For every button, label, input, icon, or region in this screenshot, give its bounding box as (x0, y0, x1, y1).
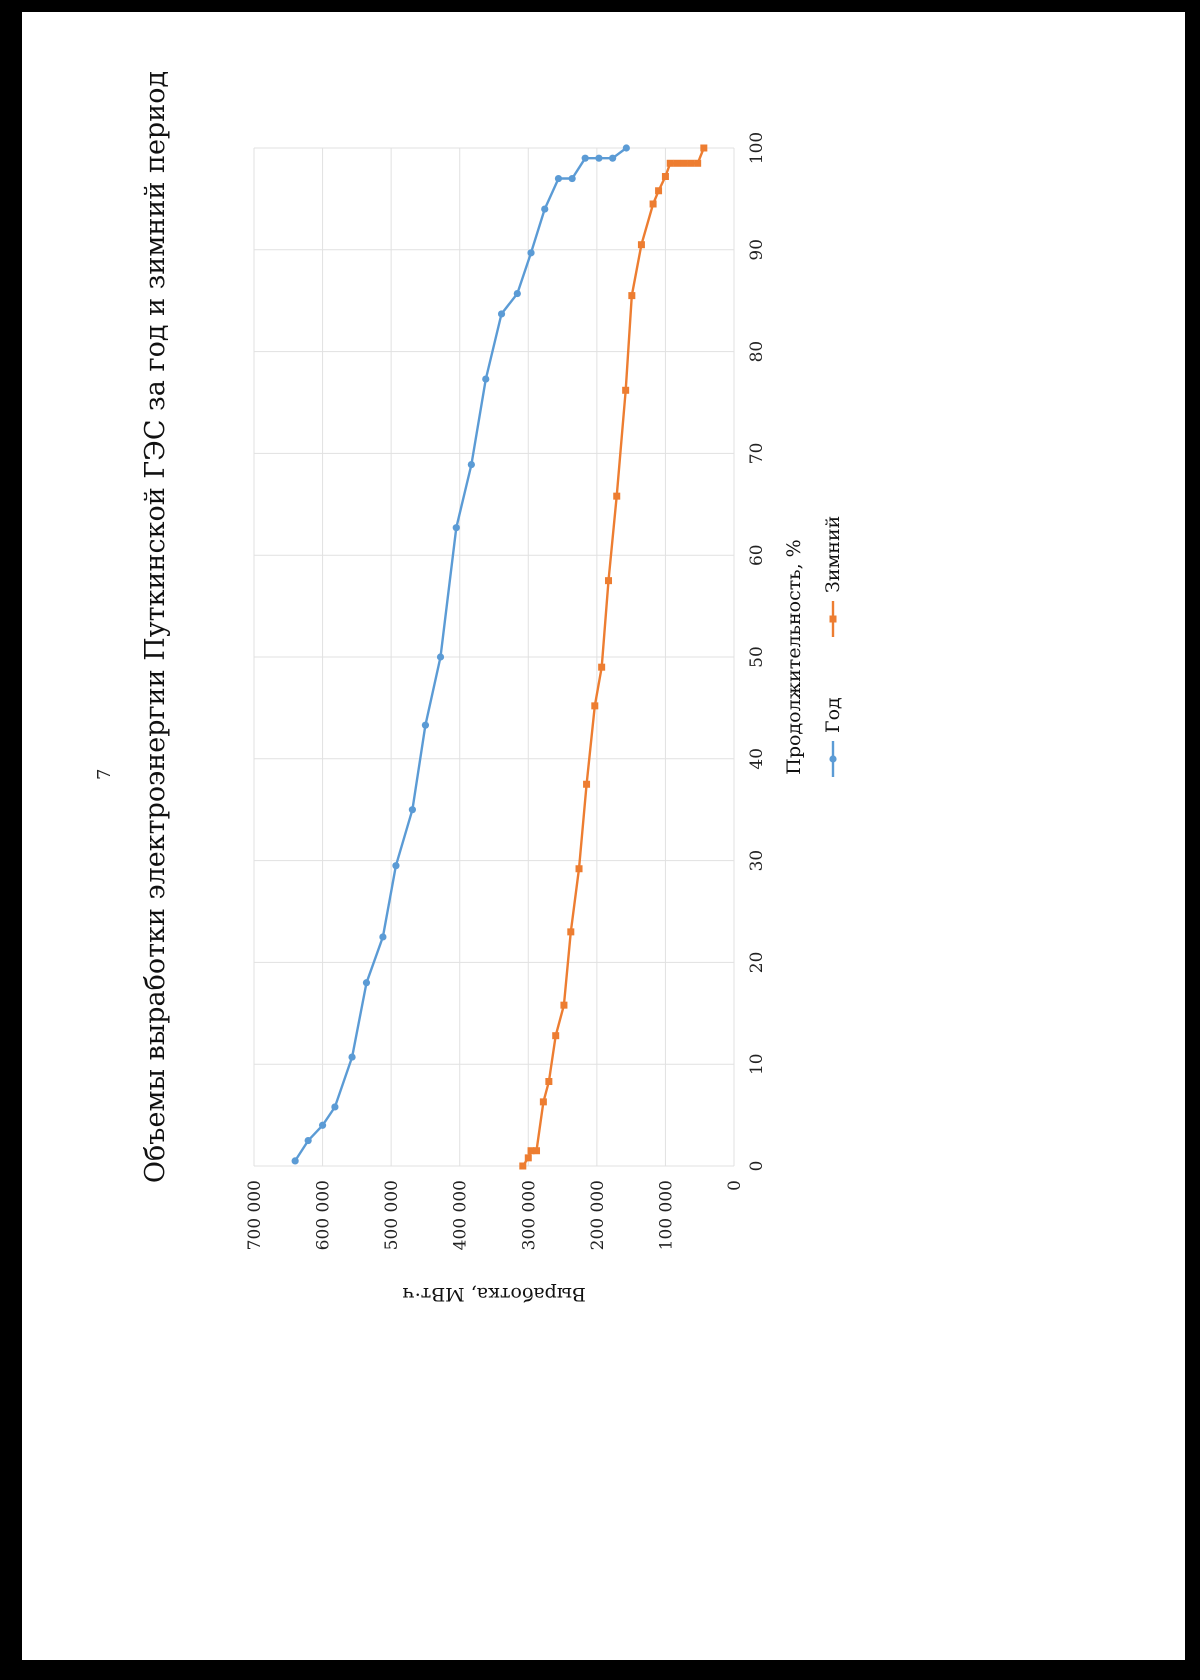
data-point (527, 249, 535, 257)
data-point (539, 1098, 547, 1106)
x-tick-label: 0 (747, 1161, 767, 1172)
data-point (637, 241, 645, 249)
data-point (421, 721, 430, 729)
data-point (560, 1001, 568, 1009)
data-point (467, 460, 475, 469)
x-tick-label: 20 (747, 952, 767, 974)
series-layer (291, 144, 708, 1170)
data-point (519, 1162, 527, 1170)
legend: Год Зимний (822, 516, 844, 777)
data-point (661, 173, 669, 181)
y-axis-label: Выработка, МВт·ч (402, 1283, 586, 1305)
x-tick-label: 70 (747, 443, 767, 465)
data-point (613, 492, 621, 500)
data-point (622, 386, 630, 394)
x-axis-label: Продолжительность, % (783, 539, 805, 774)
data-point (649, 200, 657, 208)
data-point (527, 1147, 535, 1155)
x-tick-label: 60 (747, 544, 767, 566)
data-point (533, 1147, 541, 1155)
legend-label: Зимний (822, 516, 844, 593)
data-point (541, 205, 549, 213)
data-point (554, 174, 563, 183)
data-point (655, 187, 663, 195)
data-point (392, 862, 400, 870)
data-point (666, 159, 674, 167)
x-axis-ticks: 0 10 20 30 40 50 60 70 80 90 100 (747, 132, 767, 1172)
series-zimniy (519, 144, 708, 1170)
x-tick-label: 90 (747, 239, 767, 261)
data-point (362, 979, 371, 987)
data-point (583, 780, 591, 788)
data-point (591, 702, 599, 710)
y-tick-label: 700 000 (245, 1180, 265, 1250)
data-point (482, 375, 490, 383)
document-page: 7 Объемы выработки электроэнергии Путкин… (22, 12, 1185, 1660)
data-point (605, 577, 613, 585)
data-point (524, 1154, 532, 1162)
data-point (700, 144, 708, 152)
series-god (291, 144, 630, 1165)
data-point (673, 159, 681, 167)
data-point (331, 1103, 339, 1111)
x-tick-label: 30 (747, 850, 767, 872)
data-point (513, 289, 521, 298)
data-point (348, 1053, 356, 1061)
x-tick-label: 100 (747, 132, 767, 164)
data-point (436, 653, 445, 661)
legend-item: Год (822, 697, 844, 777)
data-point (304, 1136, 312, 1145)
chart-svg: Объемы выработки электроэнергии Путкинск… (140, 71, 844, 1305)
x-tick-label: 40 (747, 748, 767, 770)
y-axis-ticks: 0 100 000 200 000 300 000 400 000 500 000 600 … (245, 1180, 745, 1250)
data-point (452, 524, 460, 532)
legend-item: Зимний (822, 516, 844, 637)
y-tick-label: 400 000 (451, 1180, 471, 1250)
data-point (379, 933, 387, 941)
data-point (680, 159, 688, 167)
data-point (687, 159, 695, 167)
data-point (609, 154, 617, 162)
data-point (598, 663, 606, 671)
series-line (294, 147, 628, 1162)
chart-title: Объемы выработки электроэнергии Путкинск… (140, 71, 171, 1183)
chart: Объемы выработки электроэнергии Путкинск… (124, 26, 884, 1326)
legend-marker (829, 755, 837, 763)
data-point (497, 310, 506, 318)
data-point (694, 159, 702, 167)
grid (253, 147, 735, 1167)
data-point (622, 144, 630, 152)
data-point (595, 154, 603, 162)
legend-label: Год (822, 697, 844, 733)
data-point (567, 928, 575, 936)
y-tick-label: 100 000 (656, 1180, 676, 1250)
data-point (545, 1078, 553, 1086)
data-point (552, 1032, 560, 1040)
y-tick-label: 600 000 (314, 1180, 334, 1250)
data-point (568, 174, 576, 183)
page-number: 7 (94, 768, 115, 780)
x-tick-label: 10 (747, 1053, 767, 1075)
legend-marker (829, 615, 837, 623)
x-tick-label: 80 (747, 341, 767, 363)
data-point (291, 1157, 299, 1165)
data-point (575, 865, 583, 873)
data-point (581, 154, 589, 162)
data-point (628, 292, 636, 300)
data-point (408, 806, 416, 814)
y-tick-label: 500 000 (382, 1180, 402, 1250)
data-point (318, 1121, 327, 1129)
x-tick-label: 50 (747, 646, 767, 668)
y-tick-label: 200 000 (588, 1180, 608, 1250)
y-tick-label: 300 000 (519, 1180, 539, 1250)
y-tick-label: 0 (725, 1180, 745, 1191)
